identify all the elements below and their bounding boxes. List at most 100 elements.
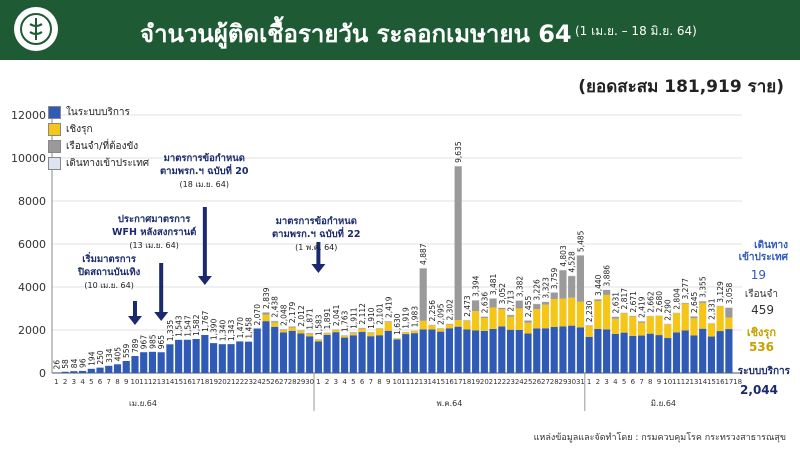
cumulative-total: (ยอดสะสม 181,919 ราย) <box>578 77 784 97</box>
summary-active-value: 536 <box>748 340 774 354</box>
bar-segment <box>637 335 646 373</box>
x-tick-label: 1 <box>316 378 320 386</box>
data-label: 2,230 <box>585 300 594 322</box>
bar-segment <box>681 303 689 331</box>
legend-label: เดินทางเข้าประเทศ <box>66 158 150 169</box>
data-label: 2,179 <box>288 301 297 323</box>
bar-segment <box>201 335 209 373</box>
bar-segment <box>314 339 322 340</box>
legend-item: ในระบบบริการ <box>48 104 149 121</box>
bar-segment <box>672 312 681 314</box>
bar-segment <box>594 299 602 301</box>
bar-segment <box>428 324 436 326</box>
bar-segment <box>375 327 384 329</box>
bar-segment <box>210 343 218 373</box>
bar-segment <box>690 316 698 319</box>
data-label: 26 <box>52 360 61 370</box>
annotation-date: (10 เม.ย. 64) <box>84 281 134 290</box>
bar-segment <box>279 332 288 373</box>
x-tick-label: 16 <box>445 378 454 386</box>
bar-segment <box>541 328 550 373</box>
data-label: 1,919 <box>402 307 411 329</box>
x-tick-label: 8 <box>377 378 381 386</box>
annotation-date: (1 พ.ค. 64) <box>295 243 338 252</box>
y-tick-label: 8000 <box>18 195 46 208</box>
data-label: 2,041 <box>332 304 341 326</box>
bar-segment <box>445 323 453 329</box>
bar-segment <box>498 326 506 373</box>
annotation-title: มาตรการข้อกำหนด ตามพรก.ฯ ฉบับที่ 22 <box>272 216 361 240</box>
bar-segment <box>358 332 366 373</box>
bar-segment <box>445 323 453 325</box>
bar-segment <box>410 333 419 373</box>
x-tick-label: 29 <box>296 378 305 386</box>
legend-item: เรือนจำ/ที่ต้องขัง <box>48 138 149 155</box>
bar-segment <box>672 332 681 373</box>
x-tick-label: 4 <box>80 378 85 386</box>
data-label: 1,910 <box>367 307 376 329</box>
data-label: 789 <box>131 338 140 353</box>
bar-segment <box>655 335 663 373</box>
data-label: 2,645 <box>690 291 699 313</box>
bar-segment <box>288 330 296 373</box>
bar-segment <box>707 323 716 337</box>
bar-segment <box>576 255 584 302</box>
bar-segment <box>349 333 357 336</box>
x-tick-label: 2 <box>63 378 67 386</box>
y-tick-label: 10000 <box>11 152 46 165</box>
bar-segment <box>78 370 87 373</box>
bar-segment <box>576 255 584 256</box>
bar-segment <box>506 314 515 316</box>
bar-segment <box>559 269 567 271</box>
bar-segment <box>323 332 331 333</box>
data-label: 2,713 <box>507 290 516 312</box>
bar-segment <box>463 320 471 330</box>
bar-segment <box>402 334 410 373</box>
arrow-entertainment-head <box>127 316 142 325</box>
x-tick-label: 26 <box>270 378 279 386</box>
bar-segment <box>550 292 558 293</box>
data-label: 559 <box>122 343 131 358</box>
summary-active-label: เชิงรุก <box>746 326 776 339</box>
bar-segment <box>489 328 497 373</box>
bar-segment <box>480 316 488 317</box>
x-tick-label: 12 <box>410 378 419 386</box>
bar-segment <box>140 352 148 373</box>
data-label: 1,983 <box>410 306 419 328</box>
bar-segment <box>437 331 445 373</box>
bar-segment <box>314 339 322 342</box>
data-label: 9,635 <box>454 141 463 163</box>
bar-segment <box>262 321 270 373</box>
x-tick-label: 3 <box>334 378 338 386</box>
data-label: 2,839 <box>262 287 271 309</box>
data-label: 2,680 <box>655 291 664 313</box>
bar-segment <box>454 166 462 321</box>
bar-segment <box>603 329 611 373</box>
bar-segment <box>524 320 532 323</box>
bar-segment <box>480 317 488 331</box>
data-label: 1,458 <box>245 317 254 339</box>
legend-label: เรือนจำ/ที่ต้องขัง <box>66 141 139 152</box>
x-tick-label: 14 <box>165 378 174 386</box>
data-label: 1,763 <box>341 310 350 332</box>
x-tick-label: 7 <box>639 378 643 386</box>
bar-segment <box>629 316 637 336</box>
summary-prison-label: เรือนจำ <box>744 289 778 300</box>
bar-segment <box>576 301 584 328</box>
data-label: 4,803 <box>559 245 568 267</box>
bar-segment <box>244 341 253 373</box>
bar-segment <box>192 338 200 373</box>
x-tick-label: 21 <box>227 378 236 386</box>
bar-segment <box>611 316 619 317</box>
data-label: 3,481 <box>489 273 498 295</box>
legend-swatch-active <box>48 123 61 136</box>
bar-segment <box>297 329 305 331</box>
bar-segment <box>175 339 183 373</box>
data-label: 2,671 <box>629 291 638 313</box>
legend-item: เดินทางเข้าประเทศ <box>48 155 149 172</box>
data-label: 2,419 <box>384 296 393 318</box>
header-bar: จำนวนผู้ติดเชื้อรายวัน ระลอกเมษายน 64 (1… <box>0 0 800 60</box>
data-label: 58 <box>61 359 70 369</box>
x-tick-label: 12 <box>681 378 690 386</box>
data-label: 2,438 <box>271 296 280 318</box>
